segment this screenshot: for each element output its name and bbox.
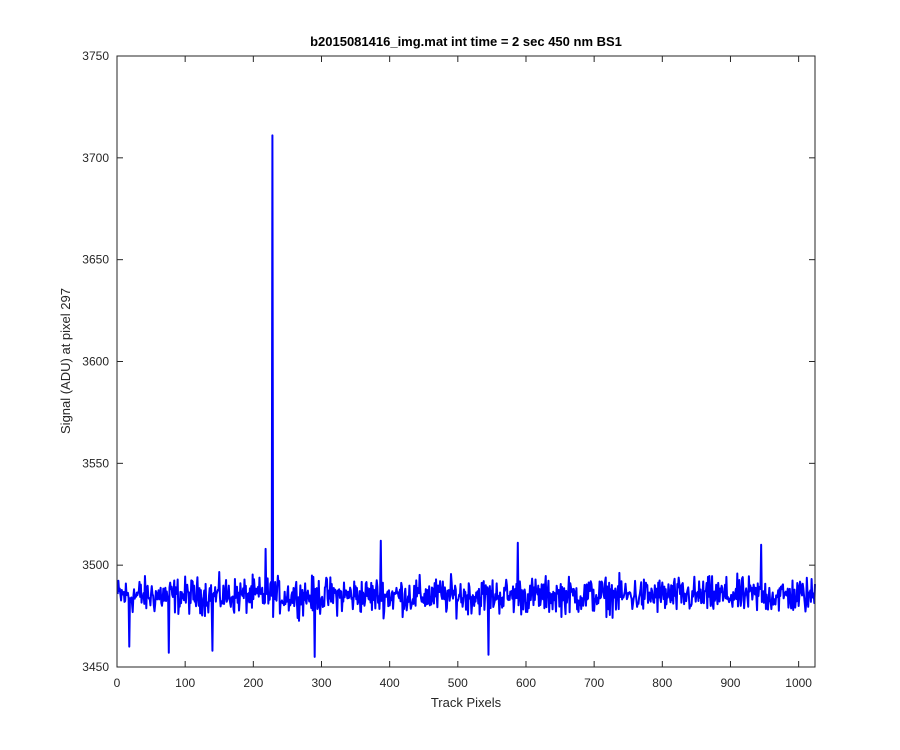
y-tick-label: 3500 xyxy=(82,558,109,572)
x-axis-label: Track Pixels xyxy=(431,695,502,710)
y-tick-label: 3550 xyxy=(82,456,109,470)
series-line xyxy=(116,134,816,658)
x-tick-label: 600 xyxy=(516,676,536,690)
x-tick-label: 800 xyxy=(652,676,672,690)
x-tick-label: 1000 xyxy=(785,676,812,690)
x-tick-label: 100 xyxy=(175,676,195,690)
y-tick-label: 3600 xyxy=(82,355,109,369)
x-tick-label: 700 xyxy=(584,676,604,690)
x-tick-label: 300 xyxy=(311,676,331,690)
x-tick-label: 900 xyxy=(720,676,740,690)
y-tick-label: 3450 xyxy=(82,660,109,674)
plot-area xyxy=(117,56,815,667)
x-tick-label: 400 xyxy=(380,676,400,690)
x-axis-ticks: 0 100 200 300 400 500 600 700 800 900 1000 xyxy=(114,56,812,690)
x-tick-label: 0 xyxy=(114,676,121,690)
plot-frame xyxy=(116,55,816,668)
y-tick-label: 3650 xyxy=(82,253,109,267)
y-axis-label: Signal (ADU) at pixel 297 xyxy=(58,288,73,434)
x-tick-label: 200 xyxy=(243,676,263,690)
x-tick-label: 500 xyxy=(448,676,468,690)
y-tick-label: 3750 xyxy=(82,49,109,63)
y-tick-label: 3700 xyxy=(82,151,109,165)
chart-title: b2015081416_img.mat int time = 2 sec 450… xyxy=(310,34,622,49)
